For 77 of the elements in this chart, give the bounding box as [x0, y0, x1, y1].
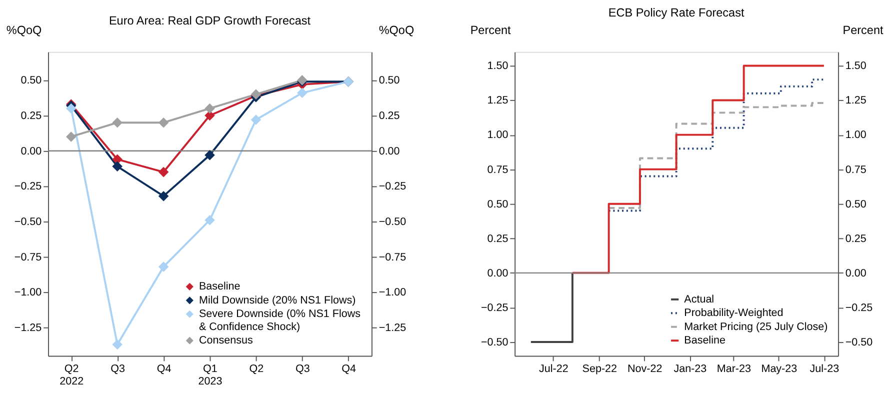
point	[204, 214, 215, 226]
y2-tick-label: −0.25	[378, 180, 406, 193]
point	[158, 117, 169, 128]
y-tick-label: −0.25	[480, 302, 508, 314]
y-tick-label: 0.25	[20, 110, 42, 122]
y2-tick-label: 1.25	[845, 94, 866, 107]
y2-tick-label: 0.25	[845, 232, 866, 245]
point	[158, 166, 169, 178]
y2-tick-label: −0.25	[845, 302, 873, 314]
legend-label: Probability-Weighted	[684, 307, 784, 320]
y-tick-label: −0.50	[480, 336, 508, 348]
y-tick-label: 0.50	[487, 198, 508, 210]
point	[158, 262, 169, 272]
x-tick-label: Sep-22	[582, 362, 618, 375]
x-tick-label: Mar-23	[716, 362, 751, 375]
legend-label: Consensus	[198, 334, 253, 347]
x-tick-label: Jul-22	[538, 362, 568, 375]
y2-tick-label: −0.50	[378, 216, 406, 228]
point	[66, 132, 76, 142]
y-tick-label: −0.50	[14, 216, 42, 228]
x-tick-label: Nov-22	[628, 362, 662, 375]
y2-tick-label: 0.50	[845, 198, 866, 210]
point	[112, 339, 122, 350]
y-axis-title: Percent	[470, 24, 512, 37]
point	[112, 154, 122, 164]
point	[112, 117, 122, 128]
y-tick-label: 1.00	[487, 129, 508, 142]
y2-tick-label: 1.50	[845, 60, 866, 72]
x-tick-label: Q1 2023	[198, 362, 222, 388]
y-tick-label: −0.75	[14, 251, 42, 264]
legend-label: Mild Downside (20% NS1 Flows)	[198, 294, 356, 306]
point	[204, 103, 215, 114]
x-tick-label: Q3	[110, 362, 126, 375]
point	[204, 150, 215, 160]
y2-axis-title: Percent	[842, 24, 884, 37]
x-tick-label: Q4	[156, 362, 172, 375]
chart-title: Euro Area: Real GDP Growth Forecast	[108, 14, 312, 28]
y-tick-label: −1.25	[14, 322, 42, 334]
y2-axis-title: %QoQ	[378, 24, 414, 37]
y-axis-title: %QoQ	[6, 24, 42, 37]
legend-label: Baseline	[684, 334, 726, 347]
x-tick-label: Q2	[249, 362, 264, 375]
x-tick-label: May-23	[761, 362, 798, 375]
y2-tick-label: 1.00	[845, 129, 866, 142]
y-tick-label: −1.00	[14, 286, 42, 299]
x-tick-label: Q2 2022	[60, 362, 84, 388]
y-tick-label: −0.25	[14, 180, 42, 193]
x-tick-label: Q3	[295, 362, 310, 375]
point	[112, 161, 122, 172]
x-tick-label: Jul-23	[810, 362, 840, 375]
y2-tick-label: 0.00	[845, 267, 866, 280]
legend-label: Market Pricing (25 July Close)	[684, 320, 828, 333]
y-tick-label: 0.50	[20, 74, 42, 87]
y-tick-label: 0.75	[487, 164, 508, 176]
legend-label: Actual	[684, 293, 714, 306]
y2-tick-label: 0.75	[845, 164, 866, 176]
y-tick-label: 1.50	[487, 60, 508, 72]
point	[158, 190, 169, 202]
y2-tick-label: −0.75	[378, 251, 406, 264]
y-tick-label: 1.25	[487, 94, 508, 107]
legend-label: Baseline	[198, 280, 240, 293]
y-tick-label: 0.25	[487, 232, 508, 245]
y-tick-label: 0.00	[20, 145, 42, 158]
y-tick-label: 0.00	[487, 267, 508, 280]
y2-tick-label: 0.00	[378, 145, 400, 158]
x-tick-label: Jan-23	[674, 362, 707, 375]
y2-tick-label: −1.00	[378, 286, 406, 299]
x-tick-label: Q4	[342, 362, 356, 375]
y2-tick-label: 0.50	[378, 74, 400, 87]
point	[66, 103, 76, 114]
y2-tick-label: 0.25	[378, 110, 400, 122]
chart-title: ECB Policy Rate Forecast	[608, 6, 745, 20]
legend-label: Severe Downside (0% NS1 Flows & Confidence Shock)	[198, 308, 361, 333]
point	[297, 88, 308, 98]
point	[250, 114, 262, 125]
y2-tick-label: −1.25	[378, 322, 406, 334]
y2-tick-label: −0.50	[845, 336, 873, 348]
